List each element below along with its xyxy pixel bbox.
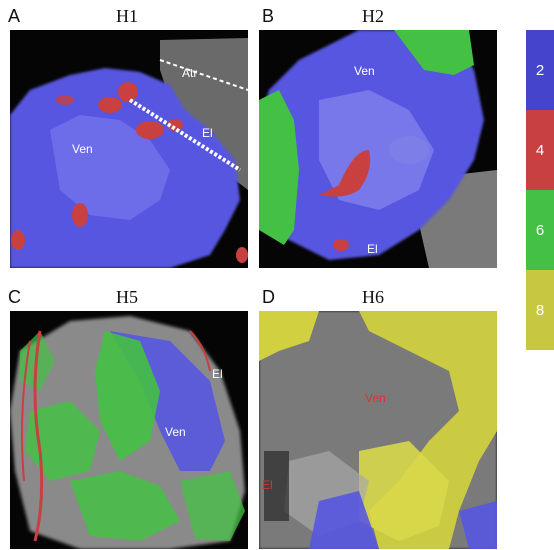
- panel-a-letter: A: [8, 6, 21, 26]
- panel-b-el-label: El: [367, 242, 378, 256]
- panel-a-el-label: El: [202, 126, 213, 140]
- panel-a-image: Atr Ven El: [10, 30, 248, 268]
- panel-c-title: H5: [116, 287, 138, 307]
- panel-d-ven-label: Ven: [365, 391, 386, 405]
- color-legend: 2 4 6 8: [526, 30, 554, 350]
- panel-c-image: El Ven: [10, 311, 248, 549]
- legend-swatch-4: 4: [526, 110, 554, 190]
- panel-d-letter: D: [262, 287, 275, 307]
- panel-b-ven-label: Ven: [354, 64, 375, 78]
- legend-swatch-8: 8: [526, 270, 554, 350]
- panel-a-atr-label: Atr: [182, 66, 198, 80]
- panel-b-image: Ven El: [259, 30, 497, 268]
- panel-b-letter: B: [262, 6, 275, 26]
- legend-swatch-6: 6: [526, 190, 554, 270]
- panel-c-el-label: El: [212, 367, 223, 381]
- panel-b-title: H2: [362, 6, 384, 26]
- panel-d-image: Ven El: [259, 311, 497, 549]
- panel-c-ven-label: Ven: [165, 425, 186, 439]
- panel-d-title: H6: [362, 287, 384, 307]
- panel-a-title: H1: [116, 6, 138, 26]
- panel-a-ven-label: Ven: [72, 142, 93, 156]
- panel-d-el-label: El: [262, 478, 273, 492]
- legend-swatch-2: 2: [526, 30, 554, 110]
- panel-c-letter: C: [8, 287, 21, 307]
